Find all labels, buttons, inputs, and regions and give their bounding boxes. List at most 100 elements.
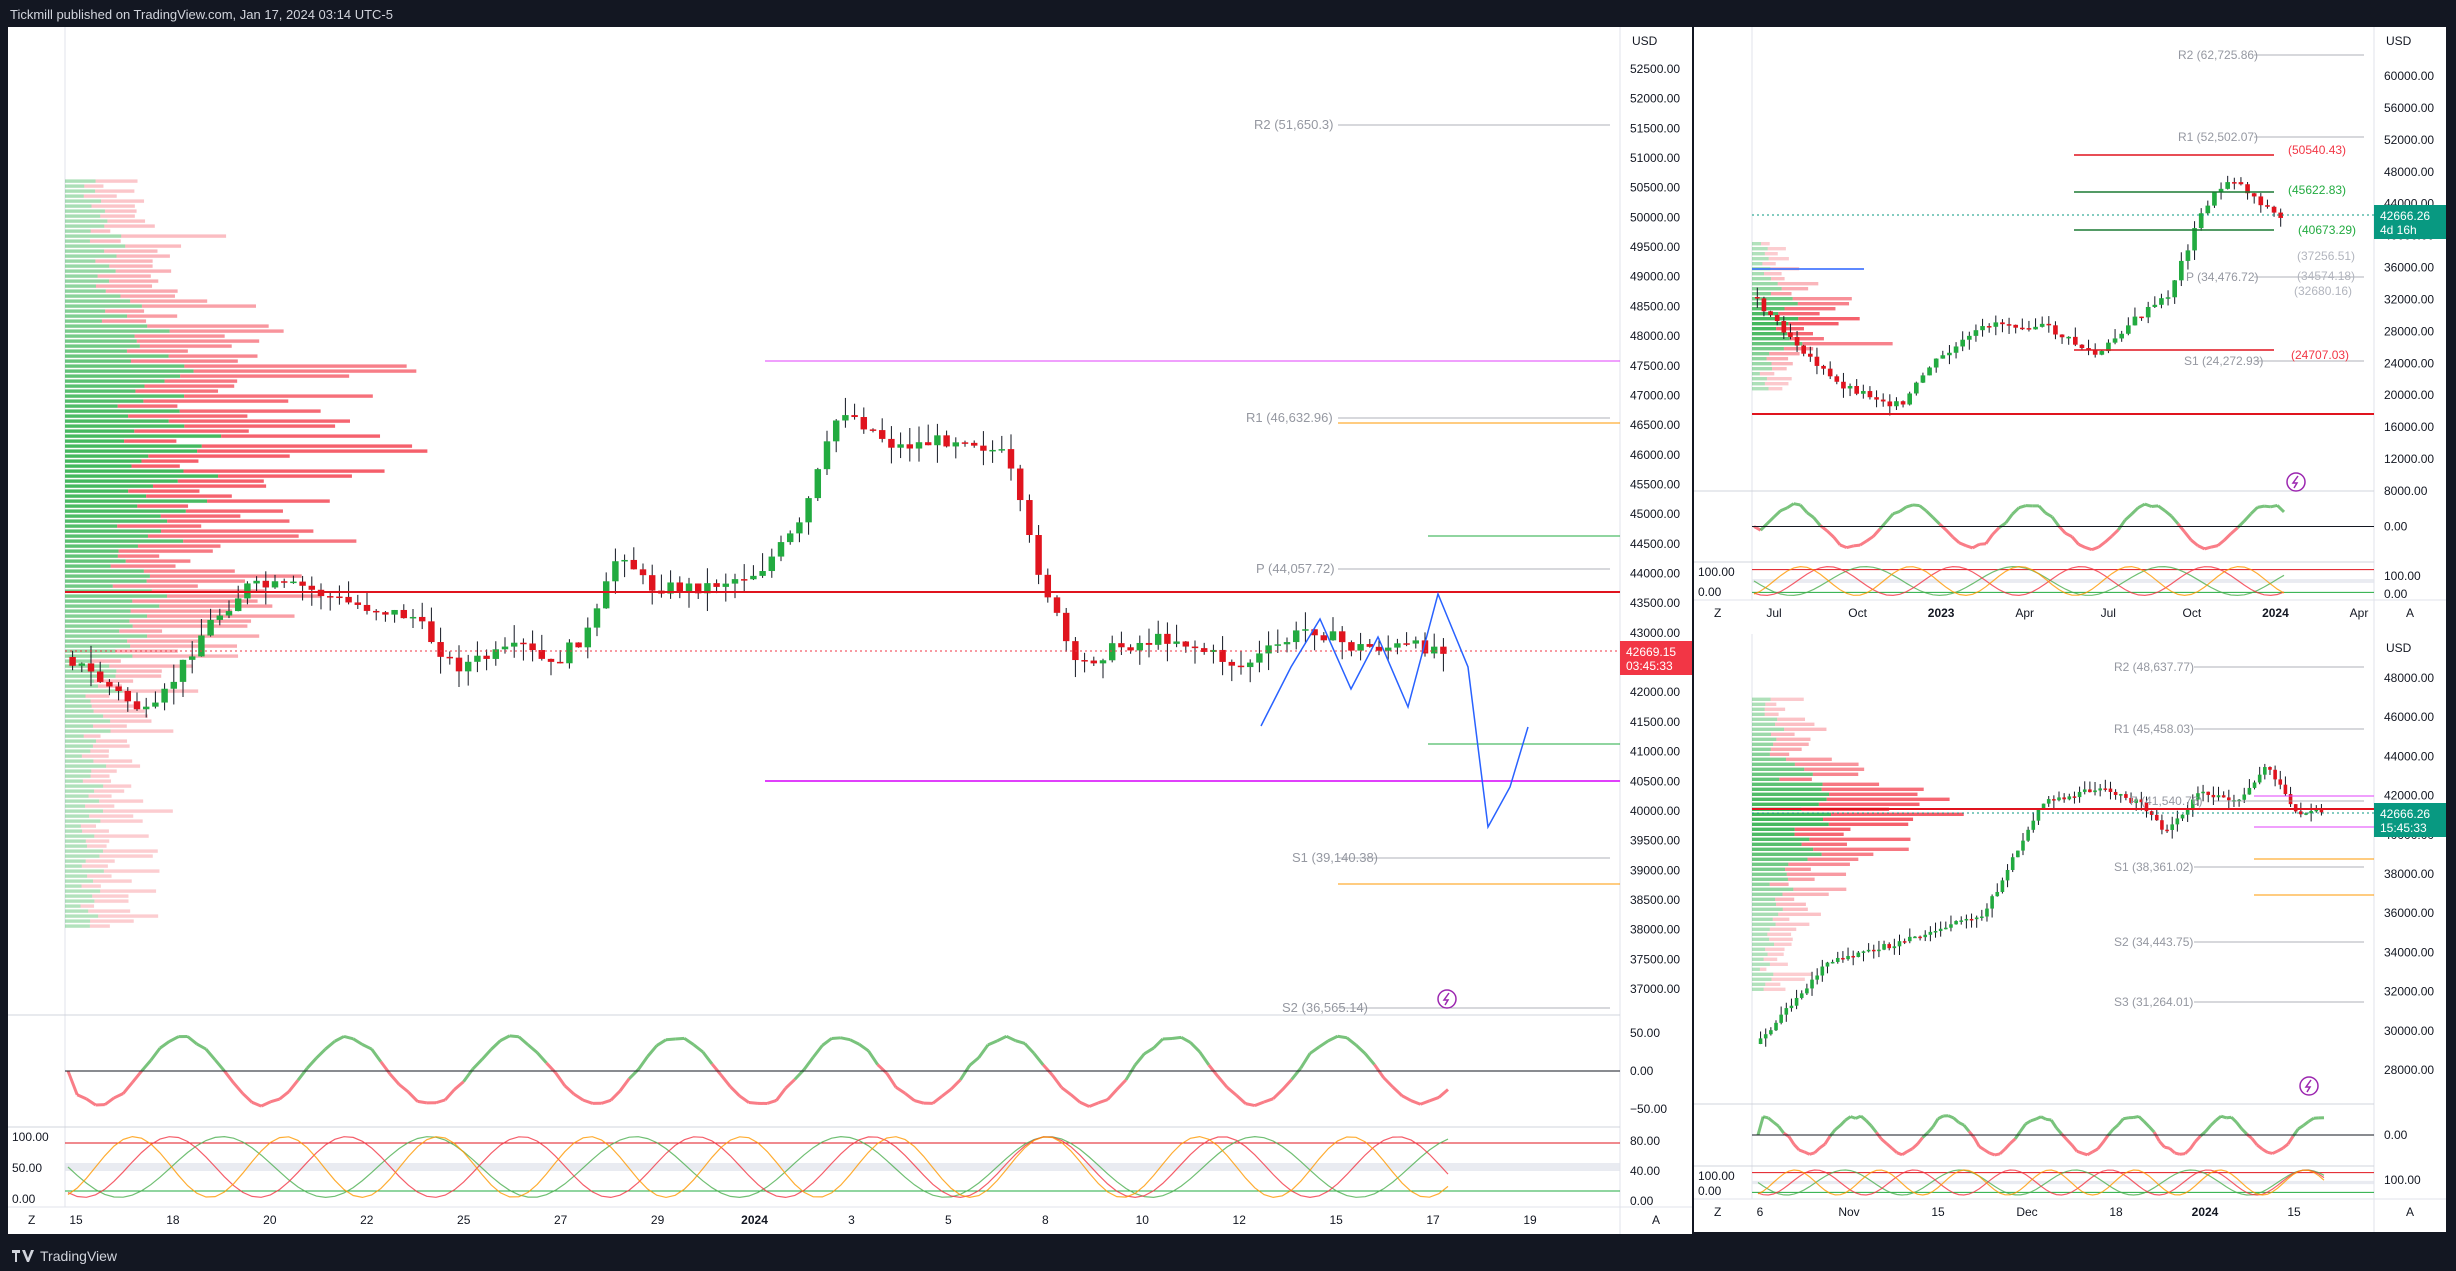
oscillator-segment [324,1040,336,1051]
volume-profile-bar [1752,782,1823,786]
volume-profile-bar [1792,297,1852,301]
volume-profile-bar [1752,862,1789,866]
oscillator-tick-label: 0.00 [2384,1128,2408,1142]
volume-profile-bar [65,679,95,683]
candle-body [1799,993,1804,998]
price-tick-label: 52000.00 [1630,92,1680,106]
price-tick-label: 42000.00 [1630,685,1680,699]
oscillator-segment [950,1078,962,1091]
oscillator-segment [1965,544,1974,550]
volume-profile-bar [183,469,385,473]
oscillator-segment [2179,1152,2186,1156]
volume-profile-bar [1802,342,1893,346]
pivot-label: S2 (34,443.75) [2114,935,2193,949]
volume-profile-bar [134,334,225,338]
oscillator-segment [2209,1119,2217,1127]
candle-body [2031,820,2036,830]
oscillator-segment [2003,1142,2012,1151]
candle-body [1761,298,1767,312]
candle-body [897,444,904,448]
main-chart-pane[interactable]: USD 52500.00 52000.00 51500.00 51000.00 50500… [8,27,1692,1234]
volume-profile-bar [1752,812,1832,816]
volume-profile-bar [65,664,110,668]
candle-body [1145,642,1153,645]
oscillator-segment [1998,1147,2007,1156]
candle-body [152,702,159,707]
candle-body [290,581,297,584]
volume-profile-bar [90,774,110,778]
oscillator-segment [1925,509,1934,519]
volume-profile-bar [139,344,232,348]
volume-profile-bar [115,674,162,678]
volume-profile-bar [65,599,133,603]
oscillator-segment [2276,504,2286,514]
oscillator-segment [1097,1098,1109,1105]
candle-body [1861,951,1866,953]
candle-body [1851,955,1855,958]
oscillator-segment [1762,1115,1769,1120]
oscillator-segment [968,1056,980,1067]
weekly-chart-pane[interactable]: USD 60000.00 56000.00 52000.00 48000.00 44000… [1694,27,2446,634]
tradingview-logo[interactable]: TradingView [12,1241,117,1271]
oscillator-segment [2019,1123,2027,1133]
oscillator-segment [2220,1114,2227,1120]
oscillator-segment [2050,516,2060,527]
candle-body [1846,955,1850,960]
volume-profile-bar [1752,312,1779,316]
oscillator-segment [563,1084,576,1096]
oscillator-segment [1803,1150,1811,1156]
volume-profile-bar [65,684,99,688]
candle-body [1949,924,1953,928]
candle-body [2139,799,2144,803]
candle-body [750,575,757,580]
candle-body [1835,957,1840,962]
candle-body [2000,322,2005,325]
volume-profile-bar [65,179,96,183]
volume-profile-bar [65,889,101,893]
volume-profile-bar [1785,867,1811,871]
weekly-chart-svg[interactable]: USD60000.0056000.0052000.0048000.0044000… [1694,27,2446,634]
oscillator-segment [858,1043,870,1053]
volume-profile-bar [1771,362,1793,366]
daily-chart-pane[interactable]: USD48000.0046000.0044000.0042000.0040000… [1694,634,2446,1232]
main-chart-svg[interactable]: USD 52500.00 52000.00 51500.00 51000.00 50500… [8,27,1692,1234]
daily-chart-svg[interactable]: USD48000.0046000.0044000.0042000.0040000… [1694,634,2446,1232]
candle-body [483,655,490,659]
candle-body [464,661,472,672]
oscillator-segment [1812,516,1822,527]
volume-profile-bar [185,509,283,513]
volume-profile-bar [65,329,170,333]
oscillator-segment [821,1037,833,1047]
oscillator-segment [1979,542,1987,546]
candle-body [1366,644,1374,647]
candle-body [1265,645,1272,654]
oscillator-segment [1106,1088,1118,1101]
oscillator-segment [554,1071,567,1087]
stoch-line [1753,565,2285,597]
candle-body [1127,647,1134,651]
volume-profile-bar [65,709,94,713]
oscillator-segment [204,1048,217,1061]
stoch-tick-label: 80.00 [1630,1134,1660,1148]
pivot-label: R2 (62,725.86) [2178,48,2258,62]
volume-profile-bar [116,669,162,673]
price-tick-label: 41500.00 [1630,715,1680,729]
candle-body [1928,931,1933,935]
candle-body [1781,321,1787,333]
volume-profile-bar [90,699,129,703]
candle-body [2257,774,2262,783]
volume-profile-bar [132,624,248,628]
volume-profile-bar [65,259,96,263]
oscillator-segment [2230,1116,2238,1124]
volume-profile-bar [177,479,264,483]
volume-profile-bar [1822,782,1880,786]
oscillator-segment [2091,1147,2099,1154]
oscillator-segment [2188,1140,2197,1150]
candle-body [253,580,260,584]
volume-profile-bar [1752,792,1830,796]
price-tick-label: 49500.00 [1630,240,1680,254]
oscillator-segment [122,1081,134,1095]
price-tick-label: 56000.00 [2384,101,2434,115]
candle-body [1758,1038,1763,1044]
oscillator-segment [2271,1149,2279,1155]
